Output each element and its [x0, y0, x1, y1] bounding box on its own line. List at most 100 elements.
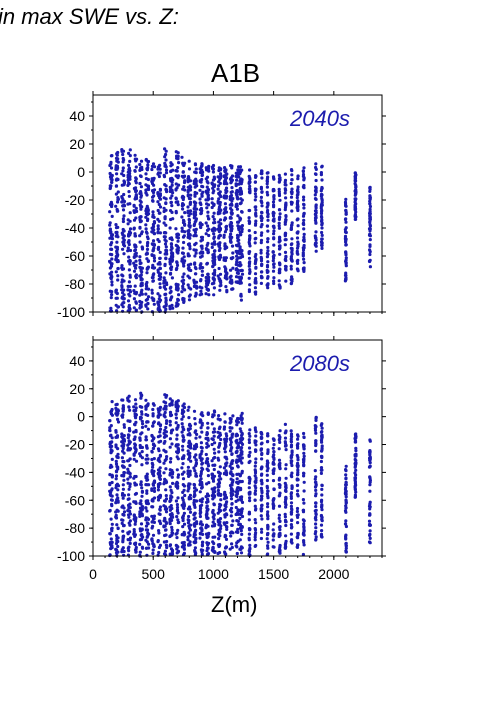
data-point	[115, 172, 119, 176]
data-point	[164, 425, 168, 430]
data-point	[194, 499, 199, 503]
data-point	[368, 458, 372, 462]
data-point	[174, 400, 178, 405]
data-point	[289, 532, 293, 536]
data-point	[127, 259, 131, 263]
data-point	[138, 306, 142, 310]
data-point	[206, 272, 210, 276]
data-point	[210, 245, 214, 249]
data-point	[115, 413, 119, 417]
data-point	[169, 516, 173, 520]
data-point	[354, 197, 358, 201]
data-point	[114, 296, 118, 300]
data-point	[163, 278, 167, 282]
data-point	[180, 251, 185, 255]
data-point	[157, 174, 161, 179]
data-point	[260, 436, 264, 440]
data-point	[205, 431, 209, 435]
data-point	[192, 503, 197, 507]
data-point	[320, 483, 324, 488]
data-point	[188, 422, 192, 426]
data-point	[217, 236, 221, 240]
data-point	[146, 241, 150, 246]
data-point	[186, 205, 190, 209]
data-point	[228, 195, 233, 199]
data-point	[344, 277, 348, 281]
data-point	[283, 250, 288, 254]
data-point	[284, 214, 288, 219]
data-point	[108, 259, 112, 263]
data-point	[320, 455, 324, 460]
data-point	[133, 522, 137, 526]
data-point	[302, 528, 306, 532]
data-point	[218, 418, 222, 422]
data-point	[187, 531, 191, 535]
data-point	[320, 178, 324, 182]
data-point	[170, 511, 174, 516]
data-point	[127, 280, 131, 284]
data-point	[302, 471, 306, 476]
data-point	[254, 236, 258, 240]
data-point	[206, 288, 210, 292]
data-point	[344, 506, 348, 510]
data-point	[194, 251, 198, 255]
data-point	[164, 543, 168, 547]
data-point	[314, 483, 318, 488]
y-tick-label: -40	[65, 220, 85, 236]
data-point	[296, 458, 300, 462]
data-point	[302, 474, 306, 478]
data-point	[110, 233, 114, 238]
data-point	[147, 532, 151, 536]
data-point	[301, 172, 306, 177]
data-point	[212, 202, 216, 206]
data-point	[266, 240, 270, 244]
data-point	[158, 512, 162, 517]
data-point	[205, 185, 209, 189]
data-point	[110, 487, 114, 491]
data-point	[230, 224, 234, 228]
data-point	[320, 487, 324, 491]
data-point	[260, 190, 264, 194]
data-point	[225, 461, 229, 465]
data-point	[110, 180, 114, 184]
data-point	[239, 429, 243, 433]
data-point	[284, 231, 288, 236]
data-point	[272, 188, 276, 193]
data-point	[127, 506, 131, 510]
data-point	[239, 459, 243, 463]
data-point	[271, 200, 276, 204]
data-point	[122, 425, 126, 429]
data-point	[164, 208, 168, 212]
data-point	[156, 301, 160, 305]
data-point	[134, 190, 138, 194]
data-point	[200, 461, 204, 465]
data-point	[121, 538, 125, 542]
data-point	[132, 532, 136, 536]
data-point	[254, 265, 258, 269]
data-point	[266, 286, 270, 290]
data-point	[253, 286, 257, 290]
data-point	[181, 221, 186, 225]
data-point	[188, 482, 192, 486]
data-point	[217, 481, 222, 485]
data-point	[344, 476, 348, 480]
data-point	[301, 518, 305, 522]
data-point	[302, 454, 306, 458]
data-point	[229, 420, 233, 424]
data-point	[127, 194, 131, 198]
data-point	[200, 254, 204, 258]
data-point	[205, 523, 209, 527]
data-point	[144, 438, 148, 442]
data-point	[272, 534, 276, 538]
data-point	[188, 200, 193, 204]
data-point	[206, 468, 210, 473]
data-point	[156, 292, 160, 296]
data-point	[265, 492, 269, 496]
data-point	[302, 460, 306, 464]
data-point	[277, 513, 281, 517]
data-point	[302, 431, 306, 436]
data-point	[229, 181, 233, 185]
data-point	[259, 195, 263, 199]
data-point	[260, 169, 264, 173]
data-point	[158, 508, 162, 512]
